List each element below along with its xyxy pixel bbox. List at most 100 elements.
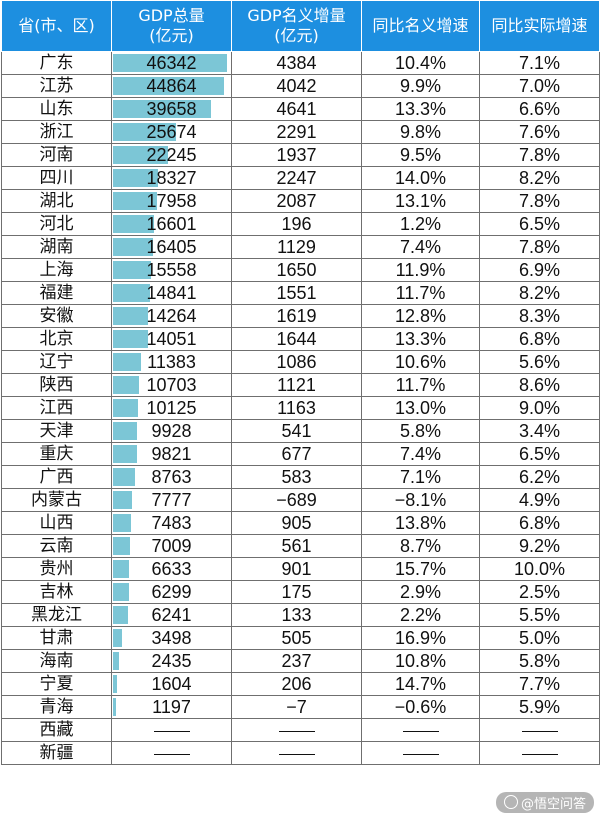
cell-province-value: 河北 (39, 214, 74, 234)
cell-real-growth-value: 7.6% (518, 122, 561, 142)
cell-nominal-growth: −0.6% (361, 695, 480, 719)
cell-gdp-nominal-increase-value: 1619 (276, 306, 317, 326)
cell-nominal-growth: −8.1% (361, 488, 480, 512)
cell-gdp-nominal-increase-value: 4042 (276, 76, 317, 96)
cell-gdp-nominal-increase-value: 1644 (276, 329, 317, 349)
cell-gdp-total-value: 7483 (151, 513, 192, 533)
cell-gdp-total: 8763 (111, 465, 232, 489)
cell-nominal-growth: 13.8% (361, 511, 480, 535)
gdp-bar (113, 123, 177, 141)
cell-real-growth-value: 8.2% (518, 283, 561, 303)
header-gdp-nominal-increase-line1: GDP名义增量 (247, 6, 346, 25)
cell-gdp-total-value: 6299 (151, 582, 192, 602)
cell-province: 山西 (1, 511, 112, 535)
gdp-bar (113, 652, 119, 670)
cell-gdp-nominal-increase-value: 1129 (277, 237, 316, 257)
table-row: 天津 9928 541 5.8% 3.4% (1, 419, 600, 443)
header-nominal-growth: 同比名义增速 (361, 0, 480, 52)
cell-gdp-total-value: 1197 (152, 697, 191, 717)
cell-province: 湖北 (1, 189, 112, 213)
cell-gdp-total: 11383 (111, 350, 232, 374)
cell-province-value: 湖北 (39, 191, 74, 211)
table-row: 河南 22245 1937 9.5% 7.8% (1, 143, 600, 167)
cell-province: 四川 (1, 166, 112, 190)
empty-dash (278, 753, 315, 755)
cell-province: 湖南 (1, 235, 112, 259)
table-row: 青海 1197 −7 −0.6% 5.9% (1, 695, 600, 719)
header-province-label: 省(市、区) (18, 16, 95, 35)
table-row: 湖南 16405 1129 7.4% 7.8% (1, 235, 600, 259)
cell-gdp-nominal-increase-value: 133 (281, 605, 312, 625)
cell-nominal-growth: 16.9% (361, 626, 480, 650)
cell-gdp-total: 6633 (111, 557, 232, 581)
cell-gdp-total-value: 39658 (146, 99, 197, 119)
cell-real-growth: 6.8% (479, 511, 600, 535)
cell-gdp-nominal-increase: 1937 (231, 143, 362, 167)
cell-province: 云南 (1, 534, 112, 558)
cell-real-growth: 4.9% (479, 488, 600, 512)
table-row: 甘肃 3498 505 16.9% 5.0% (1, 626, 600, 650)
cell-province-value: 浙江 (39, 122, 74, 142)
cell-real-growth: 5.8% (479, 649, 600, 673)
cell-gdp-total-value: 9821 (151, 444, 192, 464)
cell-nominal-growth-value: 5.8% (399, 421, 442, 441)
cell-gdp-total-value: 16601 (146, 214, 197, 234)
cell-real-growth: 8.2% (479, 281, 600, 305)
header-gdp-total: GDP总量 (亿元) (111, 0, 232, 52)
cell-nominal-growth-value: 9.9% (399, 76, 442, 96)
gdp-bar (113, 238, 154, 256)
cell-real-growth-value: 2.5% (518, 582, 561, 602)
cell-real-growth: 9.0% (479, 396, 600, 420)
cell-province-value: 四川 (39, 168, 74, 188)
cell-nominal-growth: 5.8% (361, 419, 480, 443)
table-row: 广东 46342 4384 10.4% 7.1% (1, 51, 600, 75)
cell-real-growth-value: 10.0% (513, 559, 566, 579)
table-row: 海南 2435 237 10.8% 5.8% (1, 649, 600, 673)
cell-province-value: 山西 (39, 513, 74, 533)
table-row: 宁夏 1604 206 14.7% 7.7% (1, 672, 600, 696)
cell-real-growth-value: 6.8% (518, 329, 561, 349)
cell-nominal-growth-value: 7.4% (399, 237, 442, 257)
cell-province: 海南 (1, 649, 112, 673)
watermark-text: @悟空问答 (520, 797, 586, 812)
header-province: 省(市、区) (1, 0, 112, 52)
cell-gdp-total: 18327 (111, 166, 232, 190)
table-row: 陕西 10703 1121 11.7% 8.6% (1, 373, 600, 397)
cell-nominal-growth: 13.3% (361, 327, 480, 351)
cell-gdp-total: 25674 (111, 120, 232, 144)
cell-gdp-total-value: 2435 (151, 651, 192, 671)
cell-province: 广西 (1, 465, 112, 489)
cell-gdp-nominal-increase: 133 (231, 603, 362, 627)
cell-gdp-nominal-increase: 1644 (231, 327, 362, 351)
cell-real-growth-value: 6.6% (518, 99, 561, 119)
header-gdp-nominal-increase-line2: (亿元) (274, 26, 319, 45)
cell-gdp-nominal-increase: 901 (231, 557, 362, 581)
cell-gdp-total-value: 25674 (146, 122, 197, 142)
cell-province-value: 新疆 (39, 743, 74, 763)
cell-gdp-nominal-increase: 1619 (231, 304, 362, 328)
cell-gdp-total: 22245 (111, 143, 232, 167)
cell-real-growth: 3.4% (479, 419, 600, 443)
cell-province: 浙江 (1, 120, 112, 144)
cell-gdp-nominal-increase: 2247 (231, 166, 362, 190)
cell-gdp-nominal-increase-value: 206 (281, 674, 312, 694)
cell-nominal-growth (361, 718, 480, 742)
gdp-bar (113, 675, 117, 693)
cell-gdp-total: 1197 (111, 695, 232, 719)
cell-real-growth (479, 741, 600, 765)
cell-province: 江苏 (1, 74, 112, 98)
cell-gdp-nominal-increase: 206 (231, 672, 362, 696)
table-row: 福建 14841 1551 11.7% 8.2% (1, 281, 600, 305)
cell-gdp-total: 6241 (111, 603, 232, 627)
cell-gdp-nominal-increase: 677 (231, 442, 362, 466)
cell-gdp-total: 17958 (111, 189, 232, 213)
cell-real-growth-value: 9.0% (518, 398, 561, 418)
cell-nominal-growth: 10.6% (361, 350, 480, 374)
cell-nominal-growth-value: 13.0% (394, 398, 447, 418)
cell-real-growth-value: 7.0% (518, 76, 561, 96)
cell-nominal-growth-value: 15.7% (394, 559, 447, 579)
cell-real-growth-value: 8.2% (518, 168, 561, 188)
cell-gdp-total: 9821 (111, 442, 232, 466)
cell-province: 西藏 (1, 718, 112, 742)
cell-gdp-nominal-increase-value: 677 (281, 444, 312, 464)
